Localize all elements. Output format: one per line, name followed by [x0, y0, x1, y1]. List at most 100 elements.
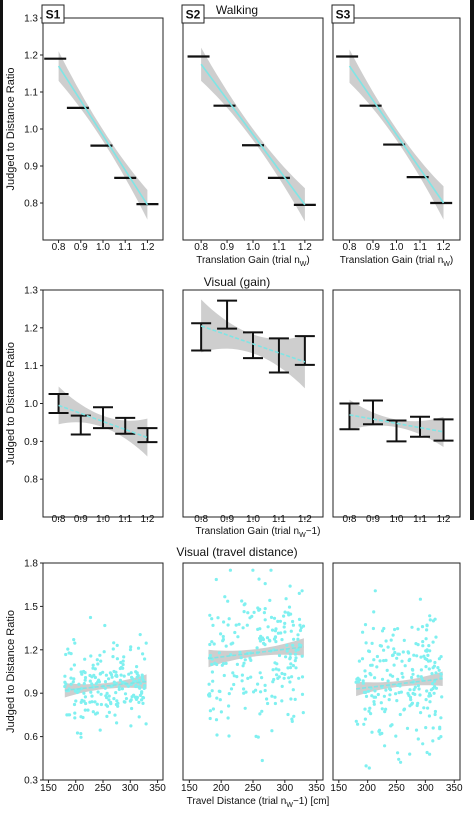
data-point [135, 665, 139, 669]
data-point [440, 695, 444, 699]
data-point [96, 690, 100, 694]
data-point [415, 654, 419, 658]
x-tick-label: 1.2 [437, 514, 451, 525]
data-point [438, 727, 442, 731]
data-point [112, 697, 116, 701]
data-point [276, 619, 280, 624]
data-point [211, 707, 215, 711]
data-point [214, 577, 218, 582]
y-tick-label: 0.3 [24, 776, 38, 787]
data-point [294, 666, 298, 670]
data-point [361, 679, 365, 683]
x-tick-label: 300 [122, 783, 139, 794]
data-point [260, 676, 264, 680]
data-point [210, 640, 214, 644]
data-point [271, 680, 275, 684]
data-point [260, 709, 264, 713]
data-point [72, 702, 77, 707]
y-tick-label: 1.8 [24, 559, 38, 570]
data-point [107, 710, 111, 715]
data-point [137, 678, 141, 683]
data-point [114, 674, 118, 678]
data-point [387, 698, 391, 702]
data-point [254, 734, 258, 739]
y-tick-label: 1.5 [24, 602, 38, 613]
data-point [426, 659, 431, 663]
data-point [275, 673, 279, 677]
data-point [283, 672, 287, 677]
data-point [373, 689, 377, 693]
data-point [427, 667, 431, 671]
data-point [140, 698, 144, 702]
chart-row-2: Visual (travel distance) Judged to Distan… [5, 545, 463, 809]
data-point [372, 610, 376, 614]
data-point [79, 732, 83, 736]
error-bar [433, 418, 454, 442]
data-point [272, 637, 277, 641]
data-point [248, 656, 252, 660]
data-point [439, 716, 443, 720]
y-tick-label: 1.1 [24, 361, 38, 372]
x-tick-label: 0.8 [194, 242, 208, 253]
data-point [394, 692, 398, 696]
data-point [227, 617, 231, 621]
data-point [261, 637, 265, 642]
data-point [294, 656, 298, 660]
data-point [271, 668, 275, 672]
data-point [296, 648, 300, 652]
x-tick-label: 250 [245, 783, 262, 794]
data-point [425, 628, 429, 632]
data-point [393, 650, 397, 655]
data-point [416, 643, 420, 647]
data-point [288, 652, 292, 656]
data-point [83, 657, 87, 661]
data-point [227, 704, 231, 708]
data-point [373, 589, 377, 593]
data-point [291, 619, 295, 624]
data-point [142, 686, 146, 691]
data-point [416, 627, 420, 631]
data-point [298, 628, 303, 633]
x-tick-label: 200 [213, 783, 230, 794]
data-point [407, 658, 411, 663]
data-point [128, 648, 133, 652]
data-point [432, 691, 436, 695]
data-point [69, 676, 73, 680]
data-point [298, 623, 302, 627]
data-point [114, 670, 118, 674]
data-point [98, 653, 102, 657]
data-point [250, 614, 254, 619]
data-point [400, 671, 404, 676]
subject-label-box [181, 4, 205, 24]
data-point [389, 724, 393, 728]
data-point [208, 613, 212, 617]
data-point [379, 644, 383, 648]
data-point [237, 622, 241, 626]
data-point [297, 617, 302, 622]
data-point [75, 731, 80, 735]
data-point [382, 694, 386, 698]
data-point [211, 623, 215, 628]
row-title: Visual (travel distance) [176, 545, 297, 559]
y-tick-label: 1.3 [24, 14, 38, 25]
data-point [282, 625, 286, 629]
data-point [431, 682, 435, 686]
data-point [380, 707, 384, 711]
data-point [227, 692, 231, 696]
data-point [375, 665, 379, 669]
data-point [428, 649, 432, 653]
data-point [129, 645, 133, 649]
data-point [82, 699, 86, 703]
data-point [368, 671, 372, 676]
data-point [221, 639, 225, 643]
data-point [92, 673, 96, 678]
x-tick-label: 1.1 [118, 242, 132, 253]
data-point [419, 675, 423, 679]
data-point [416, 684, 420, 688]
data-point [286, 666, 290, 670]
data-point [226, 623, 230, 627]
data-point [426, 706, 430, 710]
data-point [101, 670, 105, 674]
data-point [424, 698, 428, 702]
data-point [362, 722, 366, 726]
